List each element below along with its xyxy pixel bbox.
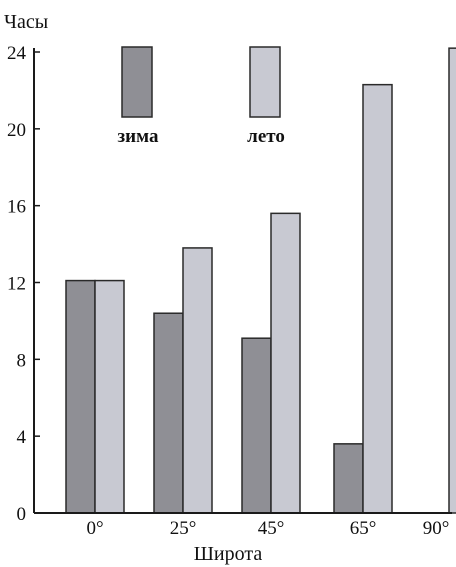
y-tick-label: 4 — [17, 427, 27, 448]
bar-summer — [270, 212, 301, 514]
bar-summer — [182, 247, 213, 514]
legend-label: лето — [247, 126, 285, 147]
y-tick-label: 8 — [17, 350, 27, 371]
legend-swatch — [249, 46, 281, 118]
y-tick-label: 16 — [7, 197, 26, 218]
legend-label: зима — [118, 126, 159, 147]
bar-summer — [94, 279, 125, 514]
y-tick-label: 0 — [17, 504, 27, 525]
x-tick-label: 25° — [170, 518, 197, 539]
x-tick-label: 90° — [423, 518, 450, 539]
y-axis-label: Часы — [4, 11, 48, 33]
y-tick-label: 12 — [7, 274, 26, 295]
bar-winter — [333, 443, 364, 514]
x-tick-label: 0° — [86, 518, 103, 539]
y-tick-label: 20 — [7, 120, 26, 141]
x-tick-label: 45° — [258, 518, 285, 539]
x-tick-label: 65° — [350, 518, 377, 539]
bar-winter — [241, 337, 272, 514]
bars — [65, 47, 456, 514]
bar-summer — [448, 47, 456, 514]
axes — [33, 48, 452, 514]
legend: зима лето — [118, 46, 285, 147]
y-tick-label: 24 — [7, 43, 27, 64]
tick-labels: 0 4 8 12 16 20 24 0° 25° 45° 65° 90° — [7, 43, 449, 539]
bar-summer — [362, 83, 393, 514]
x-axis-label: Широта — [194, 543, 263, 565]
bar-winter — [65, 279, 96, 514]
legend-swatch — [121, 46, 153, 118]
bar-winter — [153, 312, 184, 514]
